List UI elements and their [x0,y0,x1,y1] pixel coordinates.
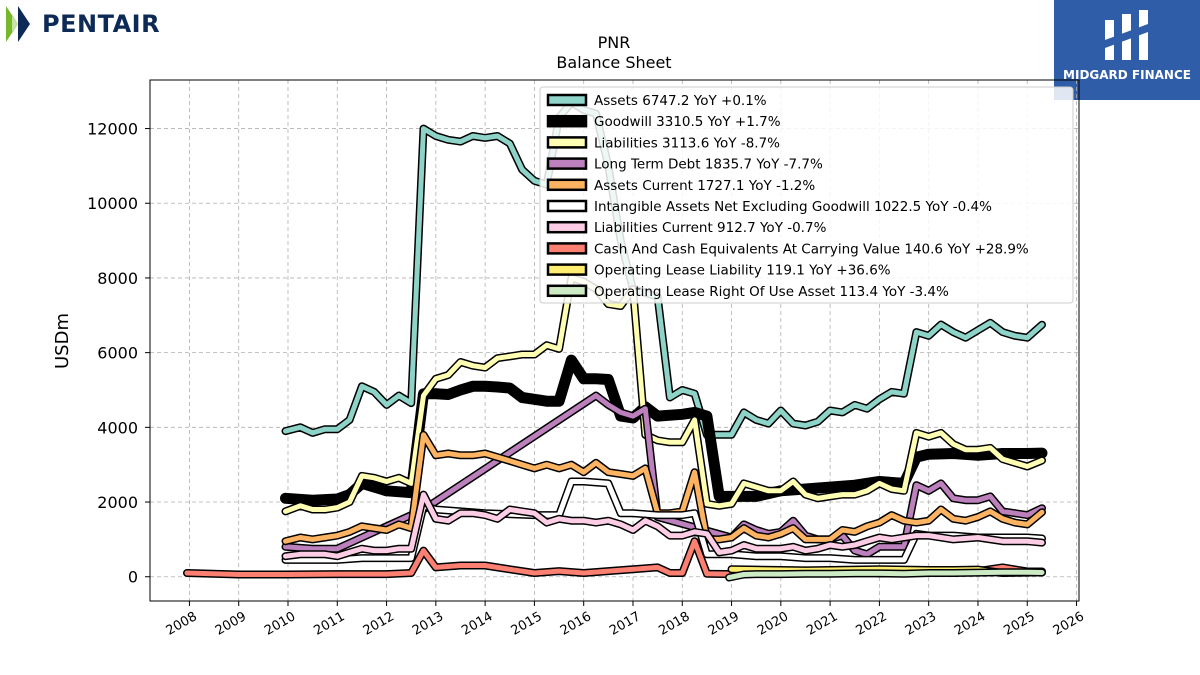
legend-label: Goodwill 3310.5 YoY +1.7% [594,114,781,130]
series-line [283,492,1045,559]
x-tick-label: 2016 [558,609,594,639]
midgard-finance-badge: MIDGARD FINANCE [1054,0,1200,100]
legend-item: Liabilities 3113.6 YoY -8.7% [546,135,780,151]
x-tick-label: 2020 [755,609,791,639]
plot-frame [149,79,1080,602]
series-assets [281,98,1046,439]
y-tick-label: 12000 [87,120,138,139]
x-tick-label: 2024 [952,609,988,639]
legend-item: Assets 6747.2 YoY +0.1% [546,93,767,109]
series-line [726,569,1045,580]
series-liabilities [281,273,1046,516]
legend-item: Assets Current 1727.1 YoY -1.2% [546,178,815,194]
series-line [283,99,1045,438]
legend-label: Operating Lease Right Of Use Asset 113.4… [594,284,949,300]
legend-swatch [546,199,588,213]
legend-label: Liabilities Current 912.7 YoY -0.7% [594,220,827,236]
x-tick-label: 2022 [854,609,890,639]
x-tick-label: 2014 [459,609,495,639]
y-axis-label: USDm [52,313,73,369]
x-tick-label: 2021 [804,609,840,639]
midgard-finance-text: MIDGARD FINANCE [1063,68,1191,82]
x-tick-label: 2019 [706,609,742,639]
chart-subtitle: Balance Sheet [556,53,671,72]
midgard-mark-icon [1105,10,1148,60]
x-tick-label: 2018 [656,609,692,639]
y-tick-label: 4000 [97,418,138,437]
legend-swatch [546,93,588,107]
x-tick-label: 2009 [213,609,249,639]
pentair-logo-text: PENTAIR [42,10,161,38]
x-tick-label: 2023 [903,609,939,639]
legend-item: Cash And Cash Equivalents At Carrying Va… [546,241,1029,257]
series-operating-lease-right-of-use-asset [725,568,1046,582]
legend: Assets 6747.2 YoY +0.1% Goodwill 3310.5 Y… [539,86,1074,304]
x-tick-label: 2025 [1001,609,1037,639]
legend-swatch [546,242,588,255]
legend-label: Assets 6747.2 YoY +0.1% [594,93,767,109]
axis-ticks: 2008 2009 2010 2011 2012 2013 2014 2015 2016 2017… [87,120,1087,639]
series-lines [183,98,1048,582]
legend-item: Intangible Assets Net Excluding Goodwill… [546,199,992,215]
legend-label: Assets Current 1727.1 YoY -1.2% [594,178,815,194]
legend-swatch [546,157,588,170]
y-tick-label: 2000 [97,493,138,512]
legend-swatch [546,284,588,298]
legend-swatch [546,178,588,192]
legend-item: Long Term Debt 1835.7 YoY -7.7% [546,157,823,173]
legend-item: Operating Lease Liability 119.1 YoY +36.… [546,263,891,279]
legend-item: Liabilities Current 912.7 YoY -0.7% [546,220,827,236]
legend-label: Cash And Cash Equivalents At Carrying Va… [594,241,1029,257]
y-tick-label: 0 [128,568,138,587]
x-tick-label: 2013 [410,609,446,639]
x-tick-label: 2026 [1051,609,1087,639]
series-line [283,275,1045,514]
legend-label: Operating Lease Liability 119.1 YoY +36.… [594,263,891,279]
chart-title: PNR [598,33,631,52]
legend-swatch [546,114,588,128]
x-tick-label: 2011 [311,609,347,639]
x-tick-label: 2008 [164,609,200,639]
y-tick-label: 8000 [97,269,138,288]
series-liabilities-current [281,490,1046,561]
y-tick-label: 10000 [87,194,138,213]
x-tick-label: 2010 [262,609,298,639]
legend-label: Long Term Debt 1835.7 YoY -7.7% [594,157,823,173]
legend-item: Operating Lease Right Of Use Asset 113.4… [546,284,949,300]
legend-label: Liabilities 3113.6 YoY -8.7% [594,135,780,151]
x-tick-label: 2015 [509,609,545,639]
x-tick-label: 2017 [607,609,643,639]
legend-label: Intangible Assets Net Excluding Goodwill… [594,199,992,215]
legend-item: Goodwill 3310.5 YoY +1.7% [546,114,781,130]
legend-swatch [546,220,588,234]
legend-swatch [546,136,588,149]
legend-box [539,86,1074,304]
pentair-logo-mark-icon [6,6,30,42]
y-tick-label: 6000 [97,344,138,363]
x-tick-label: 2012 [361,609,397,639]
legend-swatch [546,263,588,276]
pentair-logo: PENTAIR [4,4,160,44]
